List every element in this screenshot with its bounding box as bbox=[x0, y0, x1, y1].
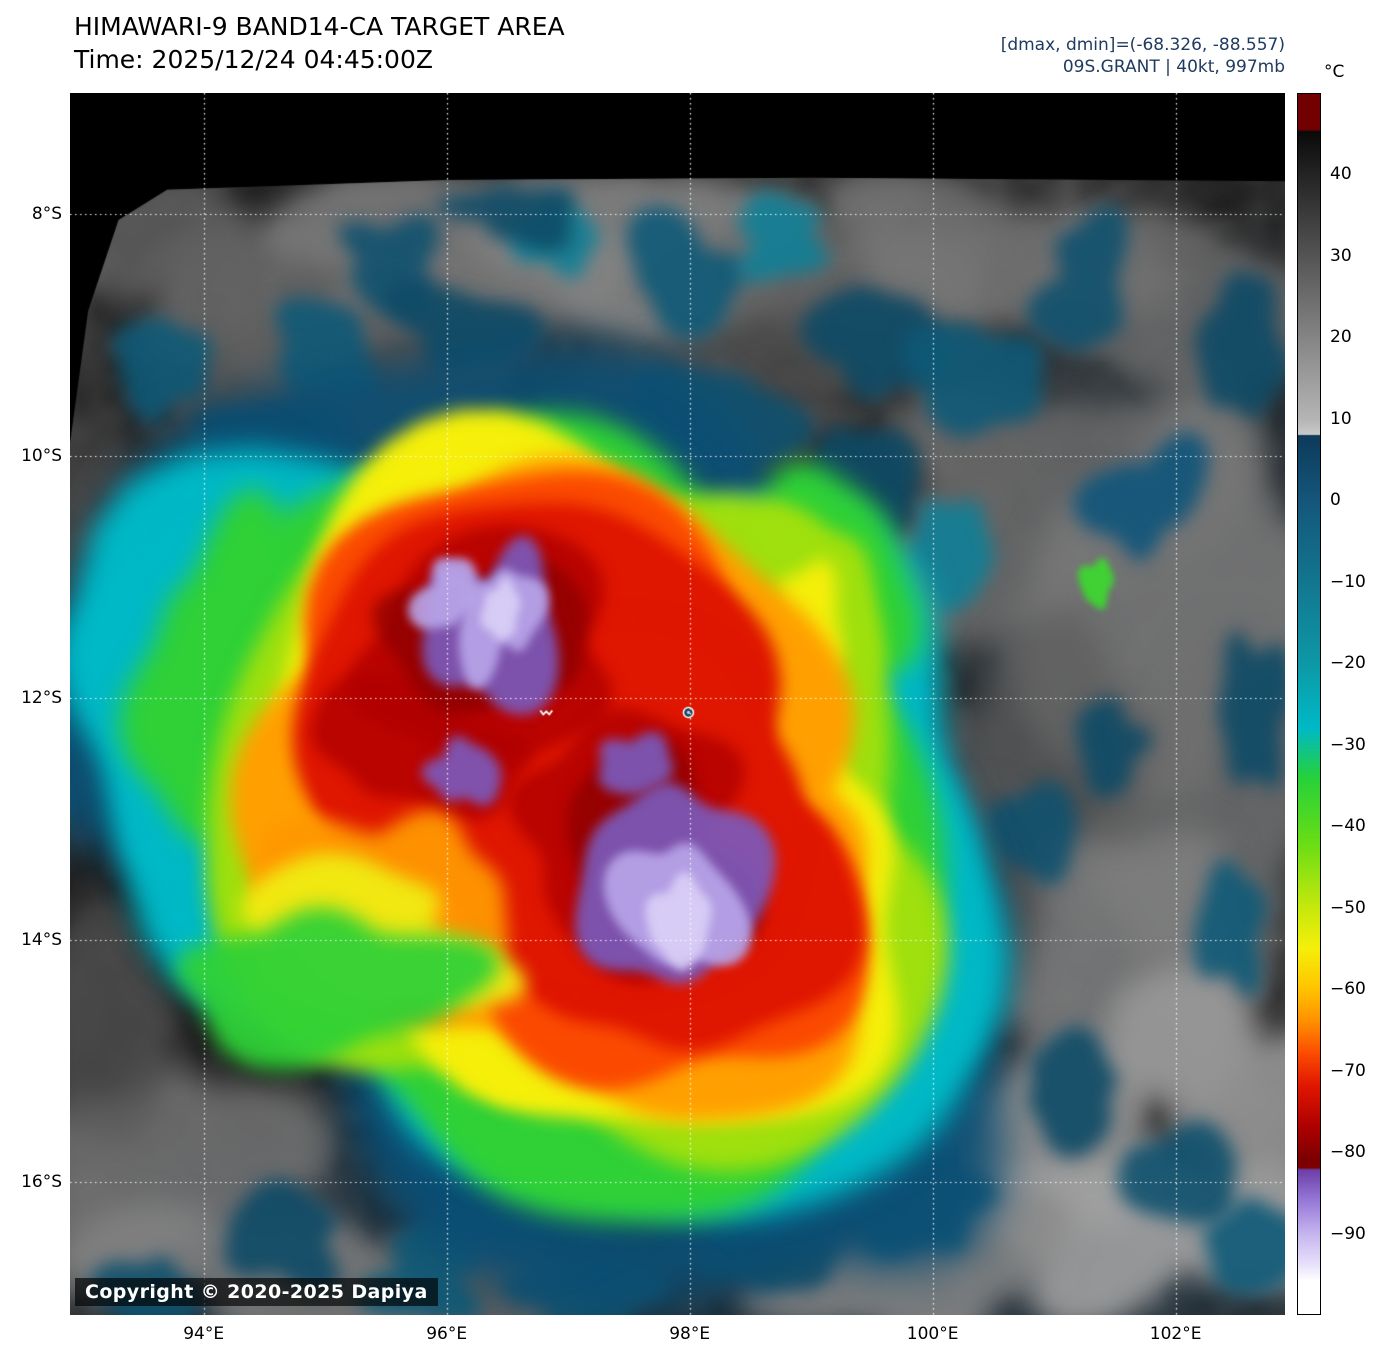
colorbar-tick-label: −50 bbox=[1330, 897, 1366, 918]
satellite-map-plot: Copyright © 2020-2025 Dapiya bbox=[70, 93, 1285, 1315]
colorbar-tick-label: −40 bbox=[1330, 816, 1366, 837]
figure-time: Time: 2025/12/24 04:45:00Z bbox=[74, 45, 433, 74]
colorbar-tick-label: 30 bbox=[1330, 245, 1352, 266]
colorbar-tick-label: −10 bbox=[1330, 571, 1366, 592]
x-tick-label: 98°E bbox=[669, 1324, 711, 1344]
colorbar-tick-label: 20 bbox=[1330, 327, 1352, 348]
colorbar-tick-label: −20 bbox=[1330, 653, 1366, 674]
x-tick-label: 102°E bbox=[1149, 1324, 1202, 1344]
colorbar-tick-label: −30 bbox=[1330, 734, 1366, 755]
colorbar-tick-label: 40 bbox=[1330, 164, 1352, 185]
satellite-imagery-canvas bbox=[70, 93, 1285, 1315]
colorbar bbox=[1297, 93, 1321, 1315]
storm-info-annotation: 09S.GRANT | 40kt, 997mb bbox=[1062, 57, 1285, 77]
colorbar-tick-label: −70 bbox=[1330, 1060, 1366, 1081]
y-tick-label: 16°S bbox=[21, 1171, 62, 1192]
colorbar-unit-label: °C bbox=[1324, 62, 1345, 82]
colorbar-tick-label: 10 bbox=[1330, 408, 1352, 429]
colorbar-tick-label: −80 bbox=[1330, 1142, 1366, 1163]
dmax-dmin-annotation: [dmax, dmin]=(-68.326, -88.557) bbox=[1000, 35, 1285, 55]
figure-title: HIMAWARI-9 BAND14-CA TARGET AREA bbox=[74, 12, 565, 41]
y-tick-label: 10°S bbox=[21, 445, 62, 466]
x-tick-label: 100°E bbox=[906, 1324, 959, 1344]
x-tick-label: 94°E bbox=[183, 1324, 225, 1344]
y-tick-label: 14°S bbox=[21, 929, 62, 950]
colorbar-tick-label: 0 bbox=[1330, 490, 1341, 511]
y-tick-label: 8°S bbox=[31, 203, 62, 224]
x-tick-label: 96°E bbox=[426, 1324, 468, 1344]
colorbar-tick-label: −90 bbox=[1330, 1223, 1366, 1244]
y-tick-label: 12°S bbox=[21, 687, 62, 708]
copyright-label: Copyright © 2020-2025 Dapiya bbox=[75, 1278, 438, 1306]
colorbar-tick-label: −60 bbox=[1330, 979, 1366, 1000]
